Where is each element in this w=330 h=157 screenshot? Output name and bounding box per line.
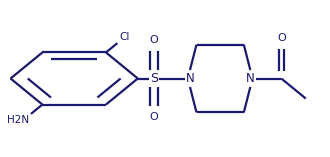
Text: Cl: Cl [119, 32, 129, 42]
Text: S: S [150, 72, 158, 85]
Text: H2N: H2N [7, 115, 29, 125]
Text: O: O [277, 33, 286, 43]
Text: O: O [150, 35, 158, 45]
Text: N: N [185, 72, 194, 85]
Text: O: O [150, 112, 158, 122]
Text: N: N [246, 72, 255, 85]
